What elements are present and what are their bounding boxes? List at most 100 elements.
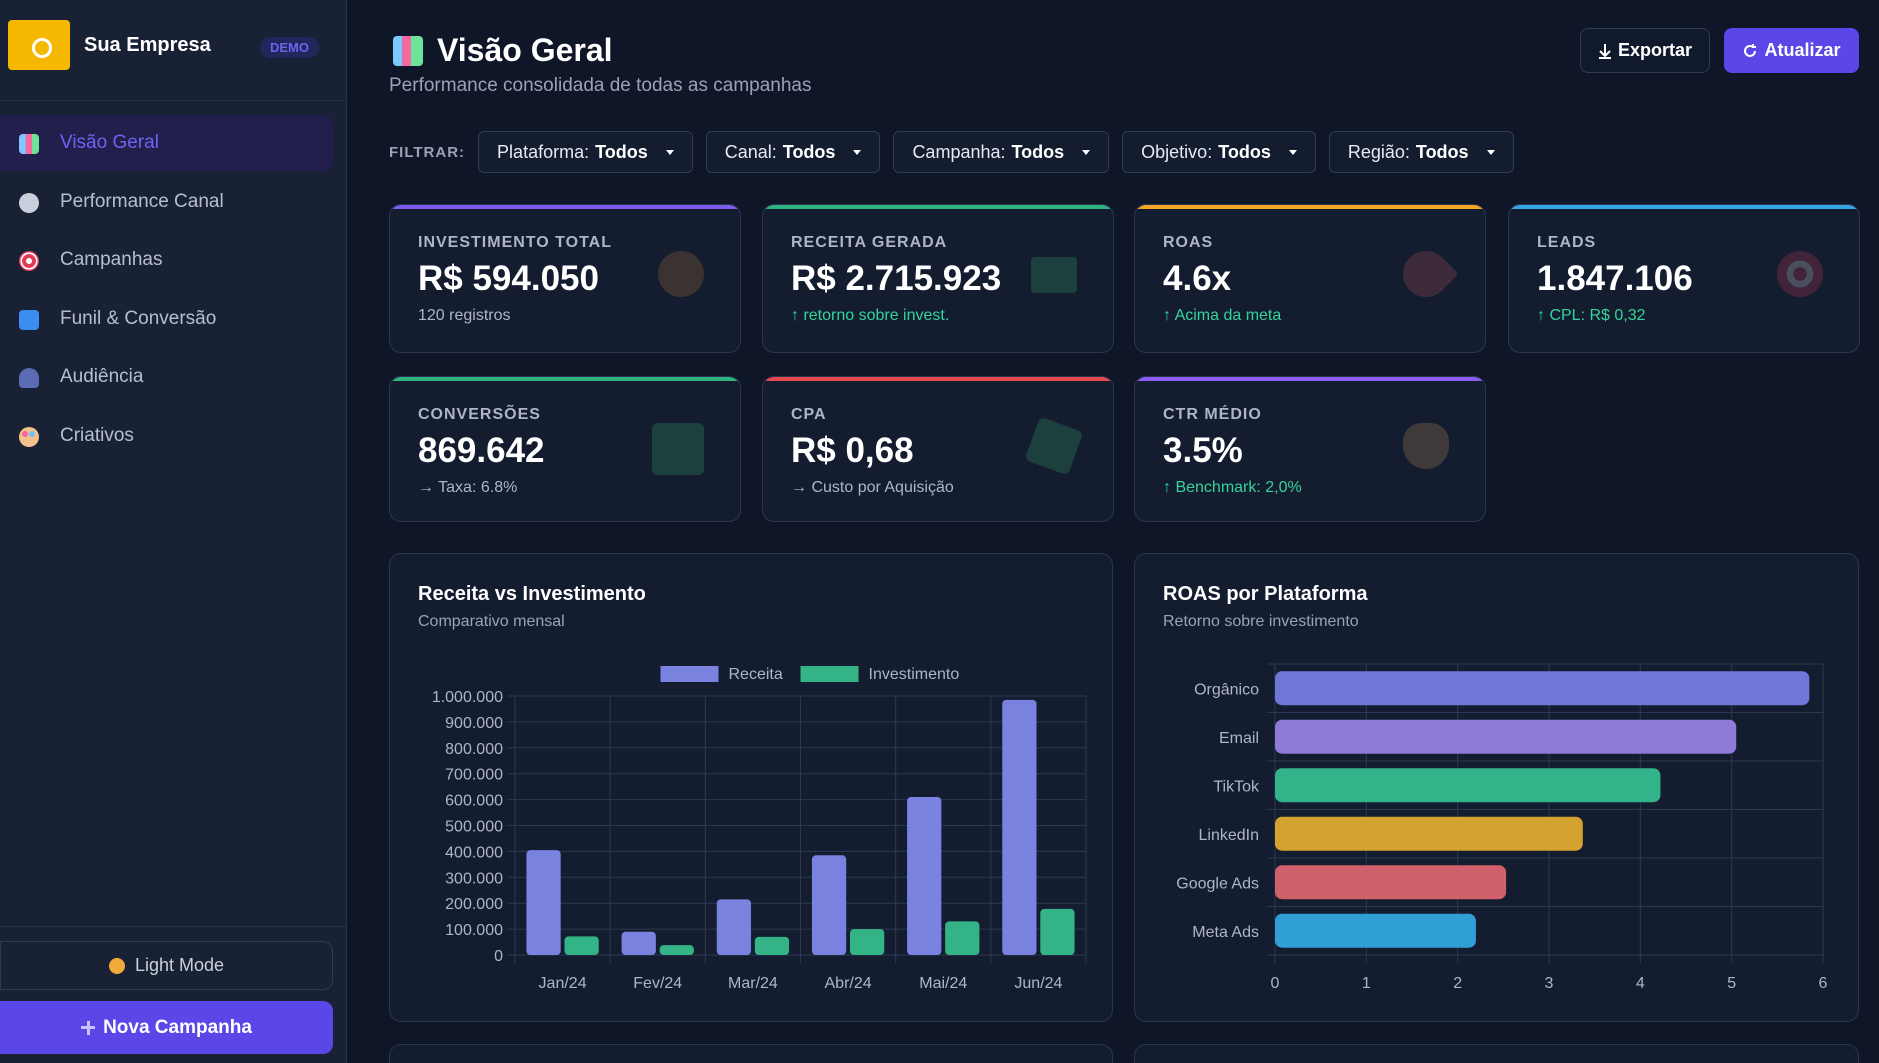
x-tick-label: 4 [1636, 975, 1645, 992]
light-mode-button[interactable]: Light Mode [0, 941, 333, 990]
x-tick-label: 6 [1819, 975, 1828, 992]
kpi-value: R$ 594.050 [418, 259, 599, 298]
bar [526, 850, 561, 955]
bar [1275, 913, 1476, 948]
kpi-value: R$ 0,68 [791, 431, 914, 470]
brand: Sua Empresa [84, 34, 211, 56]
bar [564, 936, 599, 955]
kpi-card: LEADS 1.847.106 ↑ CPL: R$ 0,32 [1508, 204, 1860, 353]
nav-item[interactable]: Campanhas [0, 232, 333, 288]
y-tick-label: 400.000 [445, 844, 503, 861]
y-tick-label: 100.000 [445, 922, 503, 939]
kpi-label: CONVERSÕES [418, 406, 541, 423]
nav-item[interactable]: Funil & Conversão [0, 291, 333, 347]
y-tick-label: 900.000 [445, 715, 503, 732]
filter-name: Objetivo: [1141, 141, 1213, 162]
chart-subtitle: Comparativo mensal [418, 613, 565, 630]
bar [907, 797, 942, 955]
filter-value: Todos [1415, 141, 1469, 162]
filter-dropdown[interactable]: Objetivo: Todos [1122, 131, 1316, 173]
x-tick-label: Jun/24 [1014, 975, 1062, 992]
chart-card: Receita vs Investimento Comparativo mensa… [389, 553, 1113, 1022]
kpi-card: CONVERSÕES 869.642 → Taxa: 6.8% [389, 376, 741, 522]
kpi-value: 869.642 [418, 431, 545, 470]
y-tick-label: 0 [494, 948, 503, 965]
bar [1275, 719, 1737, 754]
button-label: Atualizar [1764, 40, 1841, 60]
y-tick-label: Email [1219, 730, 1259, 747]
nav-item[interactable]: Performance Canal [0, 174, 333, 230]
kpi-note: → Taxa: 6.8% [418, 479, 518, 496]
kpi-value: 1.847.106 [1537, 259, 1693, 298]
bar [1275, 816, 1583, 851]
x-tick-label: 1 [1362, 975, 1371, 992]
nav-label: Campanhas [60, 249, 163, 270]
kpi-label: LEADS [1537, 234, 1597, 251]
filter-dropdown[interactable]: Região: Todos [1328, 131, 1514, 173]
kpi-note: ↑ Acima da meta [1163, 307, 1282, 324]
x-tick-label: Abr/24 [825, 975, 872, 992]
filter-dropdown[interactable]: Campanha: Todos [893, 131, 1110, 173]
bar [659, 945, 694, 955]
page-title: Visão Geral [437, 32, 613, 68]
kpi-label: INVESTIMENTO TOTAL [418, 234, 613, 251]
bar [716, 899, 752, 955]
kpi-value: R$ 2.715.923 [791, 259, 1002, 298]
x-tick-label: Jan/24 [539, 975, 587, 992]
kpi-card: RECEITA GERADA R$ 2.715.923 ↑ retorno sobr… [762, 204, 1114, 353]
refresh-button[interactable]: Atualizar [1724, 28, 1859, 73]
y-tick-label: 300.000 [445, 870, 503, 887]
chart-card: ROAS por Plataforma Retorno sobre investi… [1134, 553, 1859, 1022]
nav-item[interactable]: Criativos [0, 408, 333, 464]
y-tick-label: 700.000 [445, 767, 503, 784]
y-tick-label: 500.000 [445, 819, 503, 836]
filter-name: Campanha: [912, 141, 1006, 162]
filter-name: Canal: [724, 141, 777, 162]
kpi-note: 120 registros [418, 307, 511, 324]
legend-label: Investimento [869, 666, 960, 683]
x-tick-label: Mai/24 [919, 975, 967, 992]
x-tick-label: 3 [1545, 975, 1554, 992]
nav-label: Visão Geral [60, 132, 159, 153]
nav-label: Audiência [60, 366, 144, 387]
x-tick-label: 2 [1453, 975, 1462, 992]
filter-dropdown[interactable]: Canal: Todos [705, 131, 881, 173]
filter-label: FILTRAR: [389, 143, 466, 161]
kpi-value: 4.6x [1163, 259, 1232, 298]
y-tick-label: 200.000 [445, 896, 503, 913]
kpi-label: CTR MÉDIO [1163, 406, 1262, 423]
filter-value: Todos [782, 141, 836, 162]
bar [945, 921, 980, 955]
filter-value: Todos [1218, 141, 1271, 162]
x-tick-label: 5 [1727, 975, 1736, 992]
new-campaign-button[interactable]: Nova Campanha [0, 1001, 333, 1054]
nav-item[interactable]: Audiência [0, 349, 333, 405]
bar [1275, 768, 1661, 803]
y-tick-label: LinkedIn [1199, 827, 1260, 844]
kpi-note: → Custo por Aquisição [791, 479, 954, 496]
kpi-label: ROAS [1163, 234, 1214, 251]
separator [0, 926, 347, 927]
separator [0, 100, 347, 101]
kpi-label: CPA [791, 406, 827, 423]
button-label: Nova Campanha [103, 1016, 252, 1038]
kpi-card: ROAS 4.6x ↑ Acima da meta [1134, 204, 1486, 353]
icon [1744, 43, 1757, 57]
kpi-card: CTR MÉDIO 3.5% ↑ Benchmark: 2,0% [1134, 376, 1486, 522]
sidebar: Sua Empresa DEMO Visão Geral Performance… [0, 0, 347, 1063]
nav-item[interactable]: Visão Geral [0, 115, 333, 171]
nav-label: Funil & Conversão [60, 308, 217, 329]
filter-dropdown[interactable]: Plataforma: Todos [478, 131, 693, 173]
legend-label: Receita [729, 666, 783, 683]
kpi-label: RECEITA GERADA [791, 234, 948, 251]
y-tick-label: 800.000 [445, 741, 503, 758]
kpi-value: 3.5% [1163, 431, 1243, 470]
logo[interactable] [8, 20, 70, 70]
nav-label: Performance Canal [60, 191, 224, 212]
export-button[interactable]: Exportar [1580, 28, 1710, 73]
bar [811, 855, 847, 955]
filter-value: Todos [1011, 141, 1065, 162]
chart-subtitle: Retorno sobre investimento [1163, 613, 1359, 630]
chart-title: Receita vs Investimento [418, 583, 646, 605]
